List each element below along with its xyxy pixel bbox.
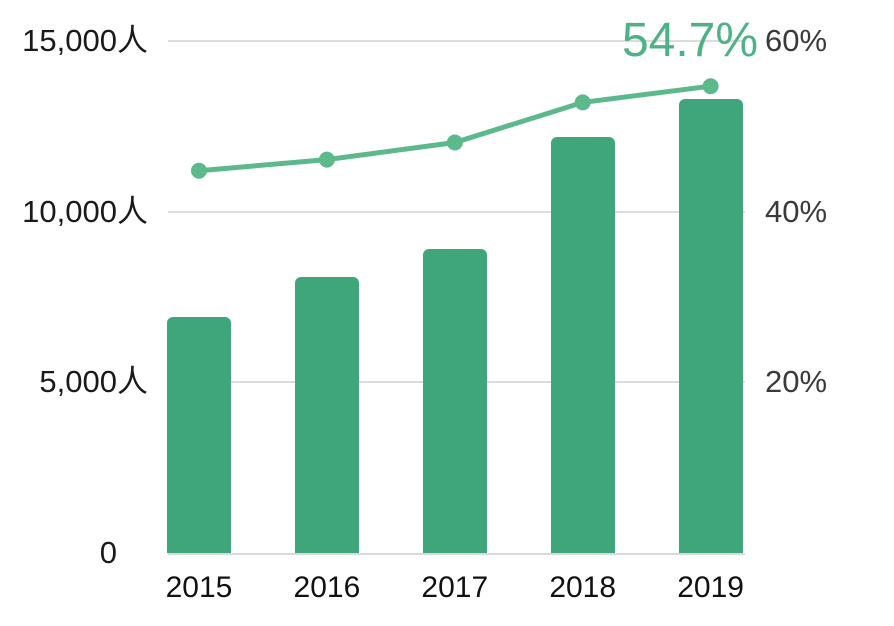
x-axis-label-2015: 2015: [165, 571, 233, 604]
right-axis-tick-20: 20%: [765, 364, 828, 400]
left-axis-tick-10000: 10,000 人: [0, 194, 148, 230]
gridline: [168, 39, 745, 42]
line-point-2017: [446, 134, 463, 151]
x-axis: 2015 2016 2017 2018 2019: [166, 553, 745, 626]
plot-area: [167, 0, 745, 555]
x-axis-label-2018: 2018: [549, 571, 617, 604]
line-point-2016: [318, 151, 335, 168]
left-axis-tick-0: 0: [0, 535, 148, 571]
bar-2017: [422, 249, 487, 553]
bar-2018: [550, 136, 615, 553]
right-axis: 20% 40% 60%: [765, 0, 875, 553]
x-axis-label-2019: 2019: [677, 571, 744, 604]
bar-2019: [678, 99, 743, 553]
left-axis-tick-5000: 5,000 人: [0, 364, 148, 400]
left-axis: 0 5,000 人 10,000 人 15,000 人: [0, 0, 148, 570]
right-axis-tick-40: 40%: [765, 193, 828, 229]
tick-number: 10,000: [22, 193, 117, 229]
trend-line: [196, 83, 714, 174]
left-axis-tick-15000: 15,000 人: [0, 23, 148, 59]
line-series-layer: [191, 78, 719, 179]
tick-number: 5,000: [39, 364, 117, 400]
tick-unit: [117, 535, 148, 571]
tick-unit: 人: [117, 364, 148, 400]
tick-number: 15,000: [22, 22, 117, 58]
bar-series-layer: [167, 0, 745, 553]
bar-2015: [167, 317, 231, 553]
x-axis-label-2017: 2017: [421, 571, 489, 604]
line-value-callout: 54.7%: [621, 14, 759, 67]
line-point-2015: [191, 162, 207, 179]
bar-2016: [294, 276, 359, 553]
tick-number: 0: [99, 535, 117, 570]
tick-unit: 人: [117, 22, 148, 58]
line-point-2018: [574, 94, 591, 111]
x-axis-label-2016: 2016: [293, 571, 361, 604]
line-point-2019: [702, 78, 719, 95]
gridline: [168, 210, 745, 213]
right-axis-tick-60: 60%: [765, 22, 828, 58]
tick-unit: 人: [117, 193, 148, 229]
